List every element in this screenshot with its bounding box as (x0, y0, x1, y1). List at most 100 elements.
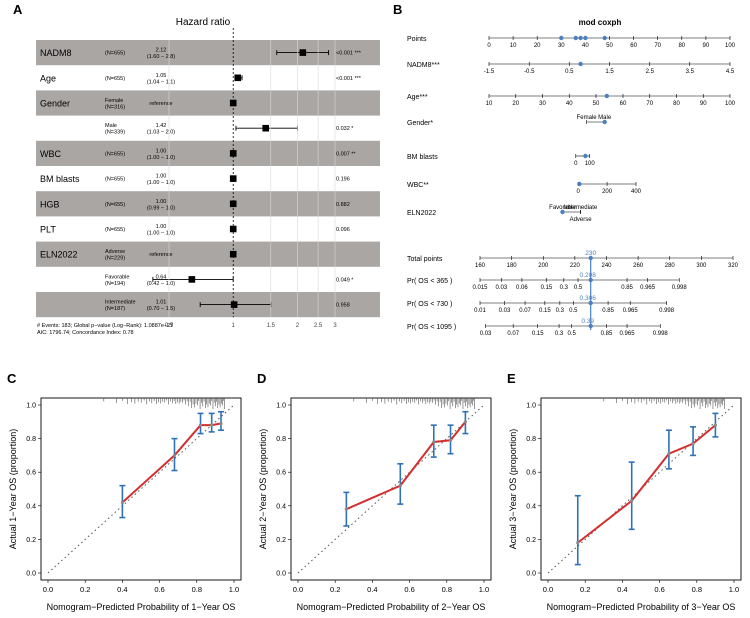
forest-axis-tick-label: 1.5 (267, 323, 276, 329)
nomogram-tick-label: 0.5 (569, 308, 578, 314)
nomogram-tick-label: -0.5 (524, 69, 535, 75)
nomogram-marker (573, 35, 578, 41)
calibration-y-tick-label: 0.8 (26, 436, 36, 443)
nomogram-tick-label: 90 (703, 43, 710, 49)
calibration-x-tick-label: 0.8 (442, 585, 452, 594)
calibration-x-tick-label: 0.4 (367, 585, 377, 594)
nomogram-tick-label: 60 (620, 101, 627, 107)
forest-subgroup-label: Male (105, 123, 117, 129)
calibration-x-tick-label: 1.0 (479, 585, 489, 594)
calibration-x-tick-label: 1.0 (229, 585, 239, 594)
forest-n-label: (N=655) (105, 151, 125, 157)
nomogram-tick-label: Adverse (570, 217, 593, 223)
nomogram-tick-label: 80 (673, 101, 680, 107)
calibration-ideal-line (297, 404, 485, 574)
calibration-x-tick-label: 0.6 (654, 585, 664, 594)
calibration-curve (345, 421, 467, 511)
nomogram-marker (604, 93, 610, 99)
calibration-point (198, 423, 203, 427)
nomogram-tick-label: 200 (538, 263, 549, 269)
forest-hr-label: 2.12 (156, 48, 167, 54)
nomogram-scale-label: Pr( OS < 730 ) (407, 301, 452, 308)
calibration-x-tick-label: 0.8 (192, 585, 202, 594)
nomogram-tick-label: 300 (696, 263, 707, 269)
nomogram-marker (602, 119, 607, 125)
nomogram-tick-label: 240 (601, 263, 612, 269)
calibration-y-tick-label: 0.0 (526, 571, 536, 578)
forest-p-value: 0.958 (336, 303, 350, 309)
calibration-x-tick-label: 1.0 (729, 585, 739, 594)
forest-n-label: (N=316) (105, 105, 125, 111)
nomogram-tick-label: 0.85 (601, 331, 613, 337)
nomogram-tick-label: 0.965 (640, 285, 656, 291)
forest-ci-label: (0.99 − 1.0) (147, 205, 175, 211)
nomogram-scale-label: WBC** (407, 182, 429, 189)
nomogram-scale-label: NADM8*** (407, 62, 440, 69)
nomogram-tick-label: 30 (558, 43, 565, 49)
nomogram-scale-label: Pr( OS < 365 ) (407, 278, 452, 285)
nomogram-tick-label: 2.5 (646, 69, 655, 75)
calibration-point (713, 423, 718, 427)
nomogram-marker (588, 323, 593, 329)
calibration-y-tick-label: 0.2 (276, 537, 286, 544)
nomogram-marker-value: 230 (585, 250, 596, 257)
forest-row-band (36, 241, 380, 267)
panel-label-e: E (507, 371, 516, 386)
nomogram-tick-label: 80 (678, 43, 685, 49)
forest-hr-point (188, 276, 196, 283)
calibration-curve (577, 424, 717, 544)
nomogram-tick-label: 100 (585, 161, 596, 167)
forest-hr-point (234, 74, 242, 82)
forest-ci-label: (1.04 − 1.1) (147, 79, 175, 85)
nomogram-tick-label: 260 (633, 263, 644, 269)
forest-var-label: Age (40, 73, 56, 83)
calibration-x-tick-label: 0.8 (692, 585, 702, 594)
nomogram-marker (588, 277, 593, 283)
nomogram-tick-label: Favorable (549, 205, 576, 211)
calibration-point (344, 507, 348, 511)
calibration-point (691, 442, 695, 446)
forest-p-value: 0.882 (336, 202, 350, 208)
forest-row-band (36, 140, 380, 166)
nomogram-marker-value: 0.39 (581, 318, 594, 325)
calibration-plot-2-year: 0.0 0.2 0.4 0.6 0.8 1.0 0.0 0.2 0.4 0.6 0.8 1.0 Nomo… (258, 397, 492, 612)
forest-ci-label: (1.00 − 1.0) (147, 180, 175, 186)
forest-var-label: PLT (40, 225, 56, 235)
calibration-x-tick-label: 0.2 (330, 585, 340, 594)
calibration-y-tick-label: 0.0 (26, 571, 36, 578)
nomogram-tick-label: 280 (665, 263, 676, 269)
nomogram-tick-label: 0.03 (480, 331, 492, 337)
nomogram-marker (578, 61, 583, 67)
calibration-x-tick-label: 0.4 (117, 585, 127, 594)
forest-ci-label: (1.00 − 1.0) (147, 231, 175, 237)
calibration-y-tick-label: 0.8 (276, 436, 286, 443)
forest-footnote-events: # Events: 183; Global p−value (Log−Rank)… (37, 323, 173, 329)
forest-hr-label: reference (149, 252, 172, 258)
nomogram-tick-label: 200 (602, 189, 613, 195)
nomogram-tick-label: 0.5 (565, 69, 574, 75)
forest-hr-label: 1.05 (156, 73, 167, 79)
calibration-y-tick-label: 0.8 (526, 436, 536, 443)
calibration-y-tick-label: 0.6 (26, 470, 36, 477)
calibration-y-tick-label: 0.4 (26, 503, 36, 510)
calibration-x-tick-label: 0.2 (580, 585, 590, 594)
forest-ci-label: (0.70 − 1.5) (147, 306, 175, 312)
nomogram-marker-value: 0.208 (580, 272, 597, 279)
forest-row-band (36, 191, 380, 217)
forest-p-value: 0.007 ** (336, 151, 356, 157)
nomogram-tick-label: 70 (654, 43, 661, 49)
calibration-point (120, 500, 124, 505)
nomogram-tick-label: 4.5 (726, 69, 735, 75)
nomogram-tick-label: 0.965 (623, 308, 639, 314)
nomogram-marker (559, 35, 564, 41)
nomogram-marker (588, 255, 593, 261)
calibration-y-tick-label: 0.6 (526, 470, 536, 477)
calibration-x-tick-label: 0.0 (543, 585, 553, 594)
forest-hr-point (299, 49, 307, 56)
nomogram-marker (577, 181, 582, 187)
calibration-plot-1-year: 0.0 0.2 0.4 0.6 0.8 1.0 0.0 0.2 0.4 0.6 0.8 1.0 Nomo… (8, 397, 242, 612)
forest-hr-point (262, 124, 270, 132)
forest-var-label: BM blasts (40, 174, 80, 184)
forest-footnote-aic: AIC: 1796.74; Concordance Index: 0.78 (37, 330, 134, 336)
forest-hr-label: 1.00 (156, 148, 167, 154)
